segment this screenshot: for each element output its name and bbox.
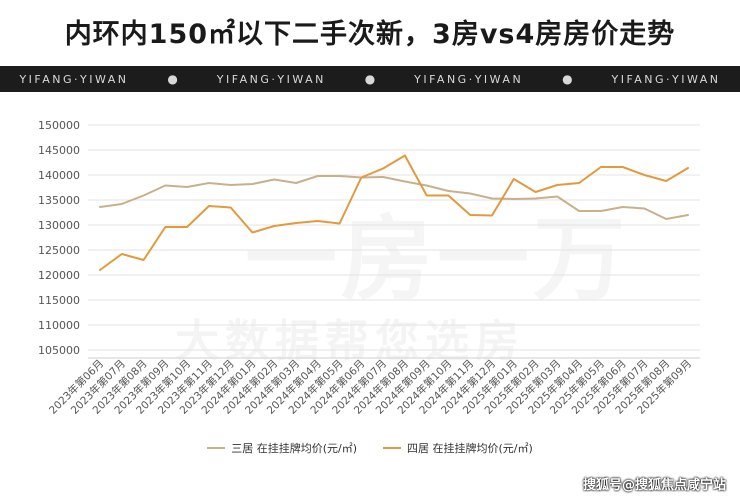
series-line-3room [99,175,689,220]
footer-source: 搜狐号@搜狐焦点咸宁站 [582,478,726,493]
legend-label-3room: 三居 在挂挂牌均价(元/㎡) [231,442,357,455]
banner-text: YIFANG·YIWAN [19,72,129,86]
y-tick-label: 145000 [38,144,80,157]
banner-dot-icon: ● [364,72,376,86]
banner-dot-icon: ● [562,72,573,86]
brand-banner: YIFANG·YIWAN ● YIFANG·YIWAN ● YIFANG·YIW… [0,66,740,92]
page-title: 内环内150㎡以下二手次新，3房vs4房房价走势 [64,18,676,50]
y-tick-label: 125000 [38,244,80,257]
y-tick-label: 105000 [38,344,80,357]
chart-legend: 三居 在挂挂牌均价(元/㎡) 四居 在挂挂牌均价(元/㎡) [0,440,740,456]
legend-item-4room: 四居 在挂挂牌均价(元/㎡) [383,440,533,456]
y-tick-label: 130000 [38,219,80,232]
y-tick-label: 140000 [38,169,80,182]
legend-label-4room: 四居 在挂挂牌均价(元/㎡) [407,442,533,455]
legend-swatch-4room [383,447,401,449]
y-tick-label: 120000 [38,269,80,282]
series-line-4room [99,154,689,271]
banner-text: YIFANG·YIWAN [611,72,721,86]
legend-item-3room: 三居 在挂挂牌均价(元/㎡) [207,440,357,456]
y-tick-label: 135000 [38,194,80,207]
legend-swatch-3room [207,447,226,449]
banner-text: YIFANG·YIWAN [216,72,326,86]
banner-text: YIFANG·YIWAN [414,72,524,86]
y-tick-label: 115000 [38,294,80,307]
banner-dot-icon: ● [167,72,178,86]
y-tick-label: 150000 [38,119,80,132]
price-trend-chart: 105000 110000 115000 120000 125000 130000 1350… [38,119,700,417]
y-tick-label: 110000 [38,319,80,332]
